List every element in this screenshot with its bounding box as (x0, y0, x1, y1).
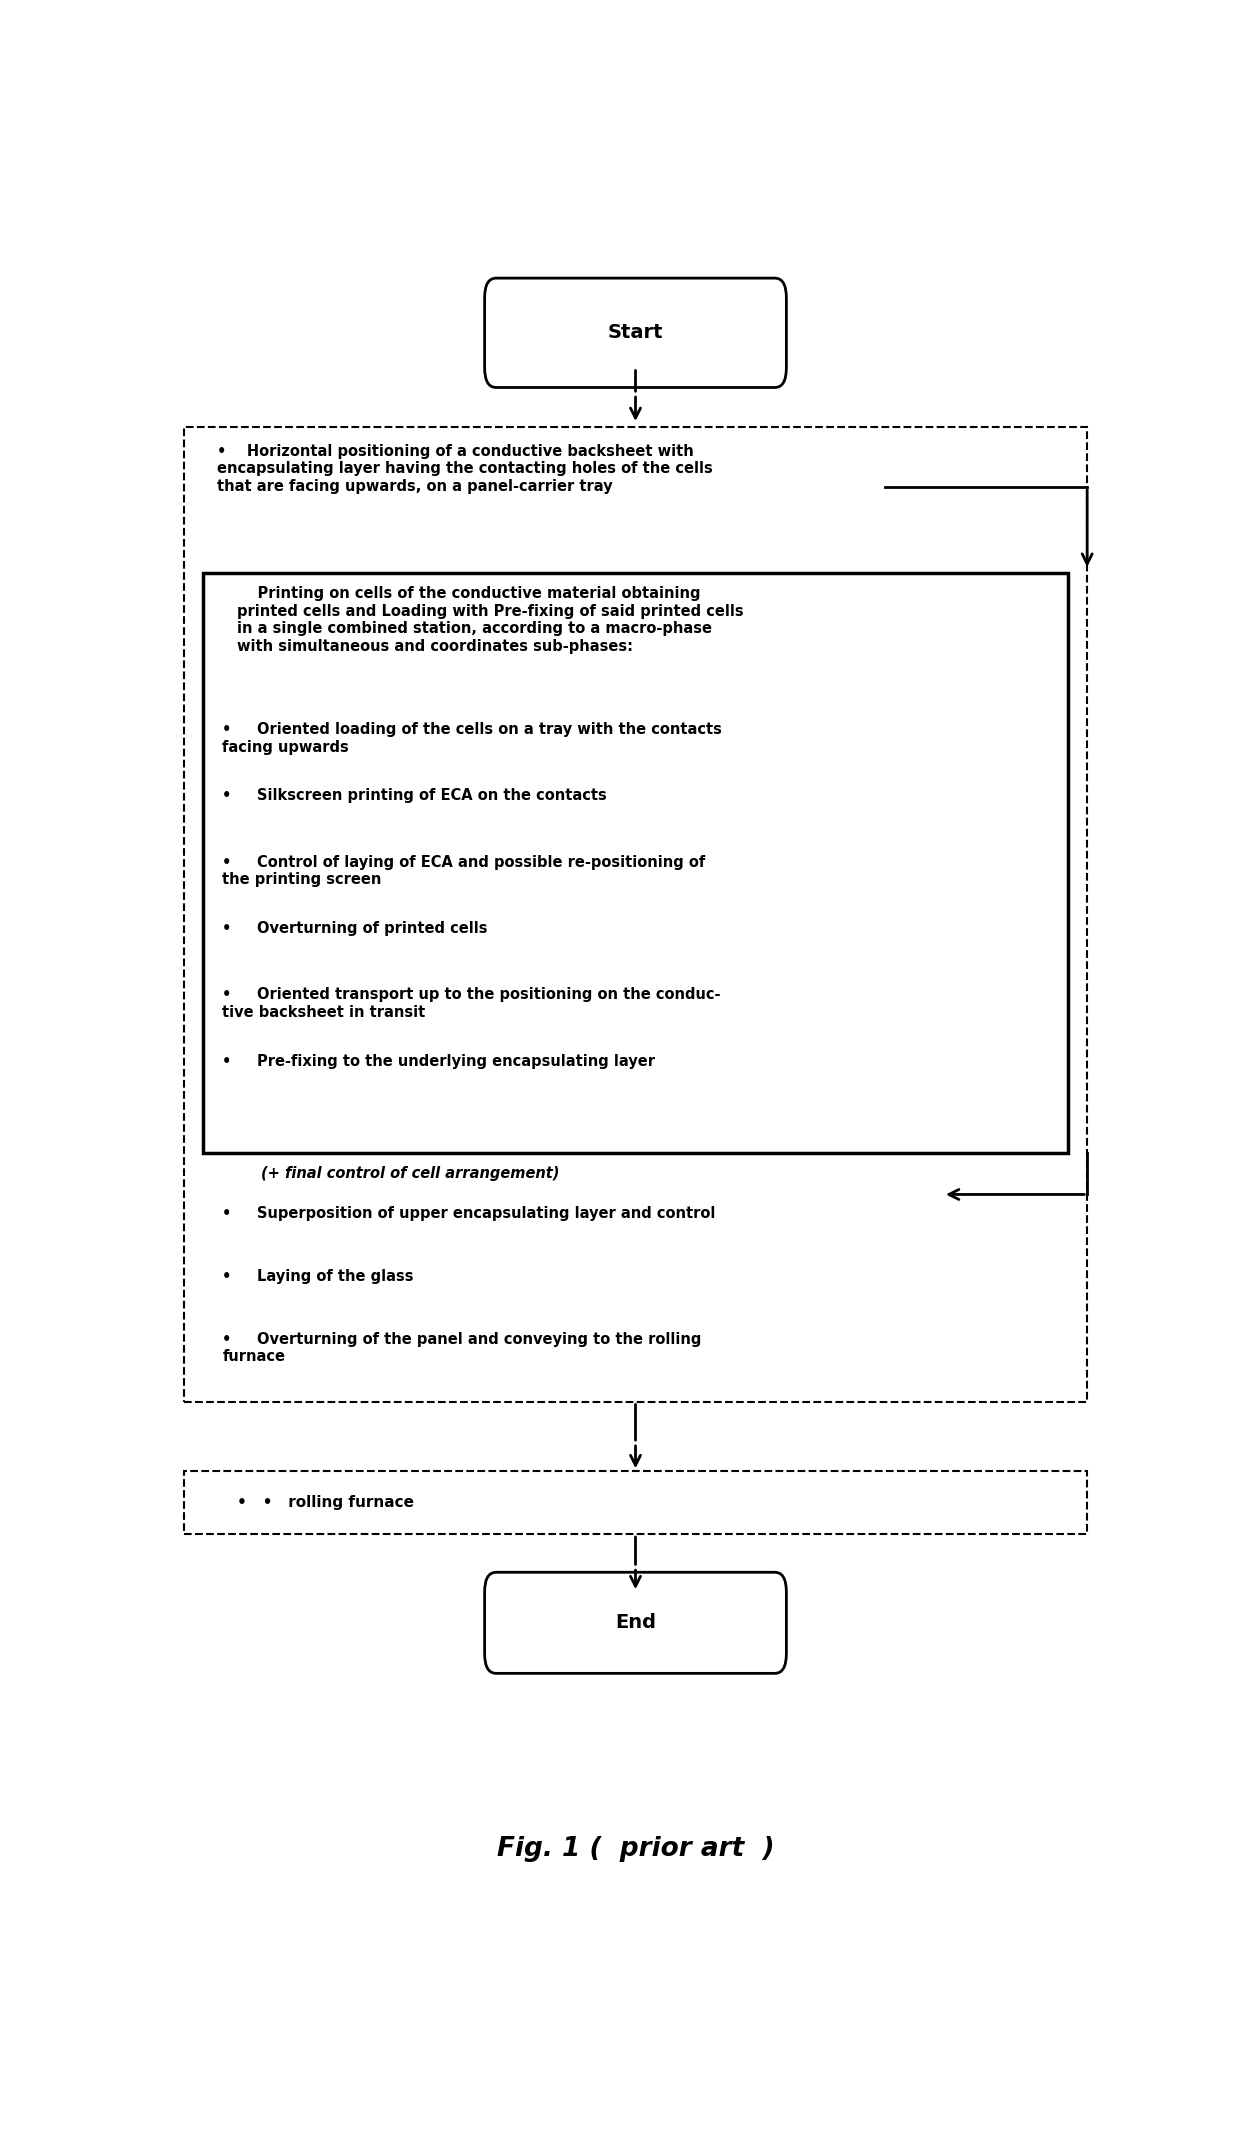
Text: •     Silkscreen printing of ECA on the contacts: • Silkscreen printing of ECA on the cont… (222, 788, 608, 803)
Text: (+ final control of cell arrangement): (+ final control of cell arrangement) (260, 1166, 559, 1181)
Bar (203, 572, 1068, 1153)
Bar (184, 1472, 1087, 1534)
Text: •     Control of laying of ECA and possible re-positioning of
the printing scree: • Control of laying of ECA and possible … (222, 854, 706, 887)
Text: •     Oriented loading of the cells on a tray with the contacts
facing upwards: • Oriented loading of the cells on a tra… (222, 723, 722, 755)
FancyBboxPatch shape (485, 278, 786, 387)
Text: •     Pre-fixing to the underlying encapsulating layer: • Pre-fixing to the underlying encapsula… (222, 1054, 655, 1070)
Text: Fig. 1 (  prior art  ): Fig. 1 ( prior art ) (497, 1836, 774, 1861)
Text: •     Overturning of printed cells: • Overturning of printed cells (222, 921, 487, 936)
Text: •   •   rolling furnace: • • rolling furnace (237, 1496, 414, 1511)
Bar (184, 428, 1087, 1401)
Text: Start: Start (608, 323, 663, 342)
Text: •     Overturning of the panel and conveying to the rolling
furnace: • Overturning of the panel and conveying… (222, 1332, 702, 1364)
Text: •    Horizontal positioning of a conductive backsheet with
encapsulating layer h: • Horizontal positioning of a conductive… (217, 443, 713, 493)
FancyBboxPatch shape (485, 1573, 786, 1674)
Text: •     Superposition of upper encapsulating layer and control: • Superposition of upper encapsulating l… (222, 1205, 715, 1220)
Text: •     Laying of the glass: • Laying of the glass (222, 1270, 414, 1285)
Text: End: End (615, 1614, 656, 1633)
Text: •     Oriented transport up to the positioning on the conduc-
tive backsheet in : • Oriented transport up to the positioni… (222, 988, 720, 1020)
Text: Printing on cells of the conductive material obtaining
printed cells and Loading: Printing on cells of the conductive mate… (237, 585, 743, 654)
